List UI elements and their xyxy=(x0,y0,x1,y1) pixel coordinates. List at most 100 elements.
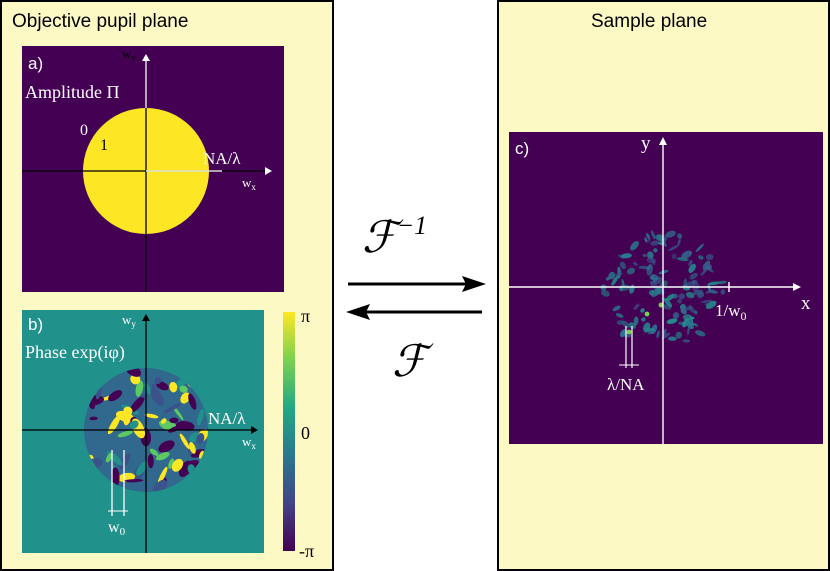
phase-grain xyxy=(124,479,144,483)
speckle-grain xyxy=(641,317,646,322)
phase-grain xyxy=(196,433,205,444)
speckle-y-axis-label: y xyxy=(641,133,651,154)
speckle-grain xyxy=(700,267,709,276)
phase-title: Phase exp(iφ) xyxy=(25,342,125,363)
speckle-grain xyxy=(663,328,667,336)
speckle-grain xyxy=(695,243,704,253)
phase-grain xyxy=(158,440,175,453)
speckle-grain xyxy=(614,272,623,277)
speckle-grain xyxy=(665,230,676,238)
speckle-grain xyxy=(688,259,693,267)
speckle-grain xyxy=(693,289,703,295)
speckle-grain xyxy=(633,316,639,326)
speckle-grain xyxy=(670,293,678,299)
phase-grain xyxy=(175,420,195,431)
colorbar-middle-label: 0 xyxy=(301,423,310,443)
speckle-grain xyxy=(671,253,677,260)
amplitude-y-axis-label: wy xyxy=(122,46,136,63)
phase-grain xyxy=(96,386,103,400)
speckle-grain xyxy=(638,265,651,270)
phase-grain xyxy=(155,452,170,461)
phase-grain xyxy=(151,383,158,393)
speckle-grain xyxy=(601,289,610,297)
speckle-grain xyxy=(698,255,704,260)
grain-marker-label: λ/NA xyxy=(607,375,645,394)
amplitude-x-axis-label: wx xyxy=(242,175,256,192)
phase-grain xyxy=(135,380,144,397)
speckle-grain xyxy=(661,332,671,339)
speckle-grain xyxy=(689,316,695,320)
phase-x-arrowhead xyxy=(251,426,258,434)
phase-grain xyxy=(130,374,141,385)
phase-grain xyxy=(89,416,98,421)
speckle-grain xyxy=(690,322,699,327)
phase-grain xyxy=(169,381,178,393)
speckle-grain xyxy=(656,330,660,339)
speckle-grain xyxy=(646,251,654,260)
phase-grain xyxy=(197,408,204,426)
speckle-tick-label: 1/w0 xyxy=(715,301,747,323)
speckle-grain xyxy=(700,299,713,303)
speckle-grain xyxy=(663,298,673,308)
phase-grain xyxy=(117,430,133,438)
speckle-grain xyxy=(617,254,624,259)
speckle-grain xyxy=(687,326,690,336)
transform-arrows: ℱ−1 ℱ xyxy=(346,211,486,386)
phase-grain xyxy=(108,390,123,402)
speckle-x-arrowhead xyxy=(793,283,801,291)
speckle-grain xyxy=(651,274,655,280)
speckle-grain xyxy=(720,289,726,295)
speckle-grain xyxy=(695,330,706,337)
speckle-grain xyxy=(644,237,648,243)
speckle-grain xyxy=(616,320,624,325)
amplitude-value-inside: 1 xyxy=(100,137,108,154)
speckle-x-axis-label: x xyxy=(801,293,811,314)
speckle-grain xyxy=(710,290,718,294)
speckle-grain xyxy=(704,302,717,307)
colorbar-top-label: π xyxy=(301,306,310,326)
speckle-grain xyxy=(620,329,627,338)
backward-arrowhead xyxy=(346,304,370,320)
speckle-grain xyxy=(688,304,695,313)
speckle-grain xyxy=(646,257,657,264)
speckle-grain xyxy=(662,304,671,310)
speckle-grain xyxy=(653,248,658,253)
amplitude-y-arrowhead xyxy=(142,54,150,61)
speckle-background xyxy=(509,132,823,444)
phase-y-arrowhead xyxy=(142,314,150,321)
amplitude-title: Amplitude Π xyxy=(25,82,120,102)
speckle-grain xyxy=(682,306,692,311)
phase-grain xyxy=(189,442,196,454)
speckle-grain xyxy=(645,232,651,240)
phase-grain xyxy=(125,368,142,377)
speckle-grain xyxy=(693,310,698,315)
speckle-grain xyxy=(618,268,622,274)
amplitude-radius-label: NA/λ xyxy=(203,149,241,168)
speckle-grain xyxy=(612,305,621,312)
amplitude-value-outside: 0 xyxy=(80,122,88,139)
phase-grain xyxy=(179,433,190,450)
speckle-grain xyxy=(642,253,647,257)
pupil-plane-panel: Objective pupil plane a) Amplitude Π 0 1… xyxy=(0,0,334,571)
speckle-grain xyxy=(630,241,639,251)
speckle-grain xyxy=(682,314,693,321)
speckle-grain xyxy=(685,291,695,299)
speckle-grain xyxy=(708,281,720,286)
phase-grain xyxy=(154,376,162,385)
amplitude-plot: a) Amplitude Π 0 1 NA/λ wx wy xyxy=(22,46,284,292)
phase-grain xyxy=(144,413,159,419)
speckle-bright-spot xyxy=(658,302,664,308)
phase-grain xyxy=(199,450,204,459)
phase-grain xyxy=(169,417,179,424)
phase-grain xyxy=(163,403,182,414)
speckle-grain xyxy=(633,303,640,310)
phase-grain xyxy=(123,406,133,415)
speckle-bright-spot xyxy=(626,329,632,335)
speckle-grain xyxy=(619,261,627,270)
phase-width-marker-label: w0 xyxy=(108,519,126,538)
speckle-grain xyxy=(650,230,656,240)
amplitude-panel-label: a) xyxy=(28,54,43,73)
phase-grain xyxy=(129,420,139,430)
speckle-grain xyxy=(648,289,655,296)
phase-grain xyxy=(129,396,145,413)
